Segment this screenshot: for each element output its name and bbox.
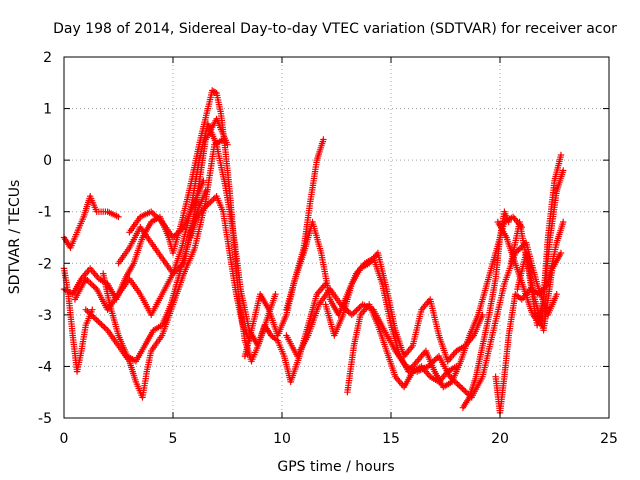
- y-tick-label: -3: [38, 308, 52, 324]
- series-markers: [126, 177, 207, 241]
- series-track-9: [187, 193, 253, 344]
- series-markers: [459, 208, 512, 411]
- grid-lines: [64, 57, 609, 418]
- series-track-19: [514, 249, 565, 334]
- data-marks: [60, 87, 567, 416]
- y-tick-label: -4: [38, 359, 52, 375]
- x-tick-label: 5: [169, 431, 178, 447]
- series-markers: [514, 249, 565, 334]
- series-markers: [187, 193, 253, 344]
- x-axis-title: GPS time / hours: [277, 459, 394, 475]
- x-tick-label: 10: [273, 431, 291, 447]
- plot-frame: [63, 56, 610, 419]
- series-track-14: [344, 301, 460, 396]
- series-markers: [344, 301, 460, 396]
- y-tick-label: -1: [38, 205, 52, 221]
- series-track-8: [126, 177, 207, 241]
- x-tick-label: 25: [600, 431, 618, 447]
- tick-labels: 0 5 10 15 20 25 -5 -4 -3 -2 -1 0 1 2: [38, 50, 618, 447]
- y-tick-label: -5: [38, 411, 52, 427]
- y-tick-label: 2: [43, 50, 52, 66]
- x-tick-label: 15: [382, 431, 400, 447]
- series-markers: [322, 249, 486, 365]
- x-tick-label: 20: [491, 431, 509, 447]
- y-tick-label: -2: [38, 256, 52, 272]
- y-tick-label: 1: [43, 102, 52, 118]
- x-tick-label: 0: [60, 431, 69, 447]
- series-track-13: [322, 249, 486, 365]
- series-track-15: [459, 208, 512, 411]
- y-tick-label: 0: [43, 153, 52, 169]
- chart-title: Day 198 of 2014, Sidereal Day-to-day VTE…: [53, 21, 617, 37]
- axis-ticks: [63, 56, 610, 419]
- y-axis-title: SDTVAR / TECUs: [7, 180, 23, 295]
